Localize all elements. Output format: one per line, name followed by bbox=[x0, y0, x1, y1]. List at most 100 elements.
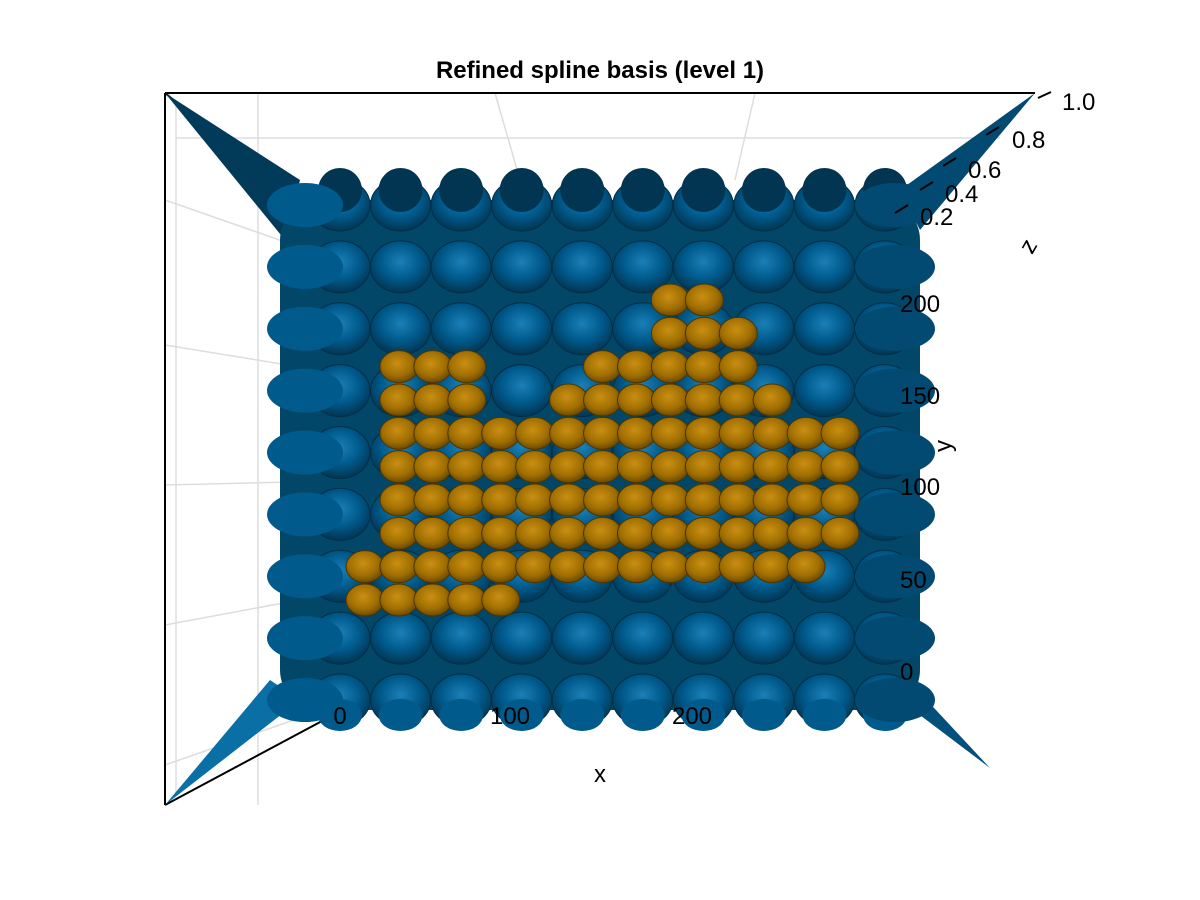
gold-basis-bump bbox=[786, 483, 826, 517]
gold-basis-bump bbox=[650, 350, 690, 384]
gold-basis-bump bbox=[616, 350, 656, 384]
z-axis-label: z bbox=[1014, 234, 1043, 258]
blue-edge-petal bbox=[267, 183, 343, 227]
gold-basis-bump bbox=[583, 416, 622, 450]
blue-basis-bump bbox=[491, 240, 553, 294]
blue-basis-bump bbox=[430, 611, 492, 665]
gold-basis-bump bbox=[718, 516, 758, 550]
blue-edge-petal bbox=[620, 699, 665, 731]
gold-basis-bump bbox=[650, 450, 690, 484]
gold-basis-bump bbox=[549, 550, 589, 584]
blue-basis-bump bbox=[672, 611, 734, 665]
gold-basis-bump bbox=[447, 450, 487, 484]
gold-basis-bump bbox=[549, 516, 589, 550]
gold-basis-bump bbox=[379, 450, 419, 484]
blue-edge-petal bbox=[681, 699, 726, 731]
gold-basis-bump bbox=[447, 583, 487, 617]
blue-edge-petal bbox=[741, 699, 786, 731]
blue-edge-petal bbox=[802, 168, 847, 212]
gold-basis-bump bbox=[684, 516, 724, 550]
blue-edge-petal bbox=[267, 678, 343, 722]
gold-basis-bump bbox=[413, 450, 453, 484]
gold-basis-bump bbox=[413, 350, 453, 384]
gold-basis-bump bbox=[379, 483, 419, 517]
blue-basis-bump bbox=[430, 240, 492, 294]
gold-basis-bump bbox=[413, 383, 453, 417]
blue-corner-ridge bbox=[165, 93, 300, 240]
gold-basis-bump bbox=[616, 516, 656, 550]
blue-corner-ridge bbox=[900, 93, 1035, 230]
y-tick-label: 100 bbox=[900, 474, 940, 501]
gold-basis-bump bbox=[820, 416, 860, 450]
z-tick-mark bbox=[919, 181, 934, 191]
gold-basis-bump bbox=[481, 483, 521, 517]
gold-basis-bump bbox=[481, 583, 521, 617]
blue-basis-bump bbox=[370, 302, 432, 356]
blue-basis-bump bbox=[491, 302, 553, 356]
gold-basis-bump bbox=[786, 450, 826, 484]
z-tick-marks bbox=[894, 91, 1052, 214]
gold-basis-bump bbox=[515, 483, 555, 517]
gold-basis-bump bbox=[549, 416, 589, 450]
blue-basis-bump bbox=[551, 302, 613, 356]
gold-basis-surface bbox=[345, 283, 860, 617]
gold-basis-bump bbox=[684, 383, 724, 417]
gold-basis-bump bbox=[515, 416, 555, 450]
gold-basis-bump bbox=[650, 550, 690, 584]
blue-basis-bump bbox=[430, 302, 492, 356]
gold-basis-bump bbox=[684, 283, 724, 317]
gold-basis-bump bbox=[549, 450, 589, 484]
gold-basis-bump bbox=[718, 383, 758, 417]
z-tick-mark bbox=[1037, 91, 1052, 99]
gold-basis-bump bbox=[752, 450, 792, 484]
blue-basis-bump bbox=[491, 611, 553, 665]
gold-basis-bump bbox=[786, 416, 826, 450]
gold-basis-bump bbox=[650, 416, 690, 450]
blue-basis-bump bbox=[793, 240, 855, 294]
gold-basis-bump bbox=[650, 283, 690, 317]
gold-basis-bump bbox=[820, 483, 860, 517]
gold-basis-bump bbox=[786, 550, 826, 584]
gold-basis-bump bbox=[752, 550, 792, 584]
blue-edge-petal bbox=[267, 430, 343, 475]
gold-basis-bump bbox=[718, 483, 758, 517]
blue-edge-petal bbox=[560, 168, 605, 212]
blue-edge-petal bbox=[439, 168, 484, 212]
gold-basis-bump bbox=[515, 450, 555, 484]
gold-basis-bump bbox=[718, 350, 758, 384]
gold-basis-bump bbox=[718, 450, 758, 484]
blue-edge-petal bbox=[620, 168, 665, 212]
gold-basis-bump bbox=[481, 550, 521, 584]
blue-edge-petal bbox=[855, 678, 935, 722]
gold-basis-bump bbox=[379, 550, 419, 584]
gold-basis-bump bbox=[616, 483, 656, 517]
blue-edge-petal bbox=[267, 554, 343, 599]
z-tick-labels: 0.20.40.6 0.8 1.0 bbox=[920, 89, 1095, 231]
gold-basis-bump bbox=[447, 350, 487, 384]
x-tick-label: 200 bbox=[672, 703, 712, 730]
z-tick-label: 0.4 bbox=[945, 181, 978, 208]
z-tick-mark bbox=[894, 204, 909, 214]
z-tick-label: 0.2 bbox=[920, 204, 953, 231]
gold-basis-bump bbox=[413, 550, 453, 584]
blue-basis-bump bbox=[491, 364, 553, 418]
gold-basis-bump bbox=[379, 350, 419, 384]
blue-basis-bump bbox=[551, 240, 613, 294]
blue-edge-petal bbox=[267, 368, 343, 413]
blue-basis-bump bbox=[733, 611, 795, 665]
y-tick-label: 0 bbox=[900, 659, 913, 686]
blue-edge-petal bbox=[267, 616, 343, 661]
gold-basis-bump bbox=[684, 350, 724, 384]
gold-basis-bump bbox=[413, 416, 453, 450]
gold-basis-bump bbox=[583, 516, 622, 550]
blue-basis-bump bbox=[793, 611, 855, 665]
gold-basis-bump bbox=[650, 383, 690, 417]
gold-basis-bump bbox=[616, 383, 656, 417]
gold-basis-bump bbox=[718, 316, 758, 350]
blue-edge-petal bbox=[267, 492, 343, 537]
gold-basis-bump bbox=[447, 383, 487, 417]
gold-basis-bump bbox=[752, 383, 792, 417]
blue-edge-petal bbox=[681, 168, 726, 212]
blue-edge-petal bbox=[267, 306, 343, 351]
gold-basis-bump bbox=[650, 316, 690, 350]
